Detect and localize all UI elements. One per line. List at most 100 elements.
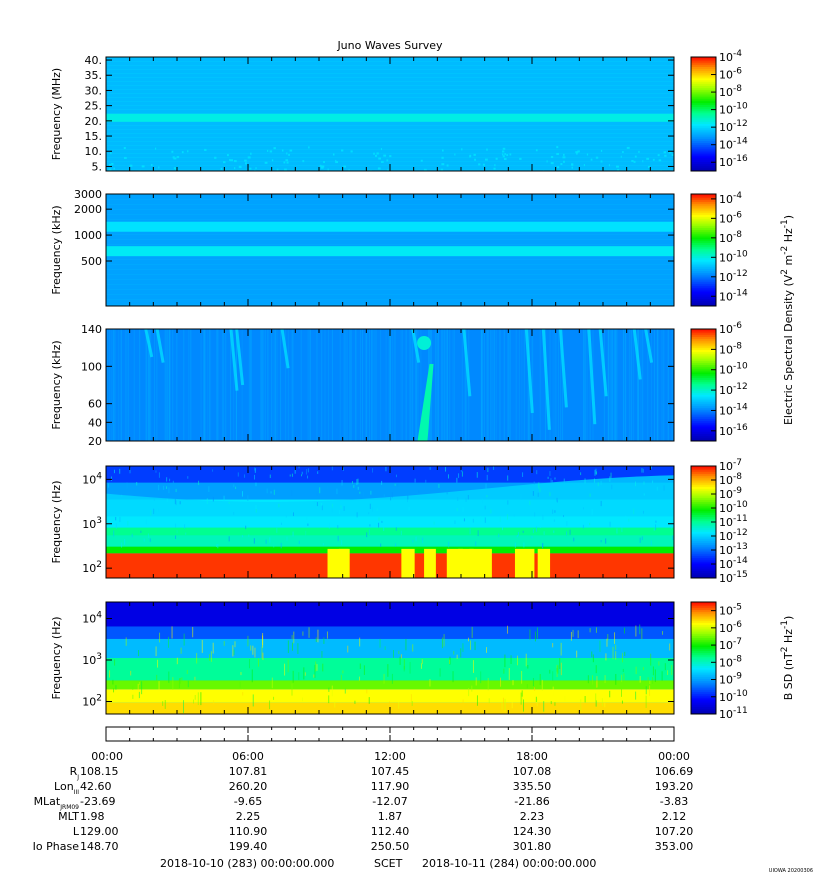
colorbar-tick-label: 10-12 [719, 382, 748, 397]
ephemeris-value: -21.86 [514, 795, 549, 808]
ephemeris-value: -12.07 [372, 795, 407, 808]
colorbar-tick-label: 10-10 [719, 249, 748, 264]
spectrogram-mhz [106, 57, 674, 171]
magnetic-colorbar-label: B SD (nT2 Hz-1) [780, 616, 795, 701]
footer-end-time: 2018-10-11 (284) 00:00:00.000 [422, 857, 596, 870]
colorbar-tick-label: 10-8 [719, 654, 742, 669]
y-axis-label: Frequency (Hz) [50, 481, 63, 564]
ytick-label: 104 [82, 611, 102, 626]
colorbar-tick-label: 10-10 [719, 102, 748, 117]
time-tick-label: 00:00 [658, 750, 690, 763]
colorbar-tick-label: 10-12 [719, 528, 748, 543]
colorbar-tick-label: 10-9 [719, 672, 742, 687]
colorbar-tick-label: 10-7 [719, 637, 742, 652]
time-tick-label: 12:00 [374, 750, 406, 763]
ephemeris-value: 193.20 [655, 780, 694, 793]
ephemeris-value: 148.70 [80, 840, 119, 853]
ephemeris-value: 106.69 [655, 765, 694, 778]
ephemeris-value: 335.50 [513, 780, 552, 793]
ytick-label: 102 [82, 560, 102, 575]
y-axis-label: Frequency (kHz) [50, 205, 63, 294]
ytick-label: 500 [81, 255, 102, 268]
time-tick-label: 00:00 [91, 750, 123, 763]
ephemeris-value: 107.45 [371, 765, 410, 778]
ephemeris-value: 129.00 [80, 825, 119, 838]
ytick-label: 102 [82, 694, 102, 709]
ytick-label: 25. [85, 100, 103, 113]
panel-hz_b: 104 103 102 Frequency (Hz) 10-5 10-6 10-7 10-8 1… [50, 601, 748, 721]
colorbar-frame [690, 193, 717, 307]
ytick-label: 2000 [74, 203, 102, 216]
ephemeris-row-label: RJ [70, 765, 80, 781]
ephemeris-value: 353.00 [655, 840, 694, 853]
y-axis-label: Frequency (MHz) [50, 68, 63, 160]
ytick-label: 10. [85, 145, 103, 158]
ephemeris-value: 112.40 [371, 825, 410, 838]
ytick-label: 5. [92, 160, 103, 173]
ytick-label: 20 [88, 435, 102, 448]
y-axis-label: Frequency (kHz) [50, 340, 63, 429]
ytick-label: 3000 [74, 188, 102, 201]
colorbar-tick-label: 10-14 [719, 556, 748, 571]
ytick-label: 30. [85, 84, 103, 97]
ytick-label: 140 [81, 323, 102, 336]
colorbar-tick-label: 10-14 [719, 137, 748, 152]
colorbar-tick-label: 10-11 [719, 706, 748, 721]
ephemeris-value: 42.60 [80, 780, 112, 793]
spectrogram-khz_high [106, 194, 674, 306]
ephemeris-value: 199.40 [229, 840, 268, 853]
ephemeris-value: 1.87 [378, 810, 403, 823]
ephemeris-value: -3.83 [660, 795, 688, 808]
ytick-label: 40 [88, 416, 102, 429]
ytick-label: 40. [85, 54, 103, 67]
colorbar-tick-label: 10-10 [719, 689, 748, 704]
ephemeris-row-label: Io Phase [33, 840, 80, 853]
panel-khz_high: 3000 2000 1000 500 Frequency (kHz) 10-4 10-6 10… [50, 188, 748, 307]
colorbar-frame [690, 56, 717, 172]
colorbar-tick-label: 10-6 [719, 210, 742, 225]
colorbar-tick-label: 10-15 [719, 570, 748, 585]
colorbar-tick-label: 10-6 [719, 321, 742, 336]
colorbar-tick-label: 10-10 [719, 362, 748, 377]
colorbar-tick-label: 10-8 [719, 341, 742, 356]
spectrogram-khz_low [106, 329, 674, 441]
spectrogram-panels: 5. 10. 15. 20. 25. 30. 35. 40. Frequency (MHz) 10… [50, 49, 795, 721]
colorbar-tick-label: 10-16 [719, 423, 748, 438]
ephemeris-value: 1.98 [80, 810, 105, 823]
colorbar-frame [690, 328, 717, 442]
uiowa-mark: UIOWA 20200306 [769, 868, 813, 874]
colorbar-tick-label: 10-8 [719, 84, 742, 99]
footer-scet-label: SCET [374, 857, 403, 870]
ephemeris-value: 260.20 [229, 780, 268, 793]
ytick-label: 100 [81, 360, 102, 373]
colorbar-tick-label: 10-8 [719, 230, 742, 245]
ephemeris-value: 301.80 [513, 840, 552, 853]
colorbar-frame [690, 601, 717, 715]
ephemeris-table: 00:00 06:00 12:00 18:00 00:00 RJ 108.15 107.81 1… [33, 750, 694, 853]
panel-khz_low: 140 100 60 40 20 Frequency (kHz) 10-6 10-8 10-10… [50, 321, 748, 448]
ytick-label: 1000 [74, 229, 102, 242]
colorbar-tick-label: 10-11 [719, 514, 748, 529]
time-tick-label: 18:00 [516, 750, 548, 763]
electric-colorbar-label: Electric Spectral Density (V2 m-2 Hz-1) [780, 215, 795, 425]
ephemeris-value: 110.90 [229, 825, 268, 838]
chart-title: Juno Waves Survey [336, 39, 443, 52]
colorbar-tick-label: 10-13 [719, 542, 748, 557]
ephemeris-value: -9.65 [234, 795, 262, 808]
ytick-label: 15. [85, 130, 103, 143]
colorbar-tick-label: 10-16 [719, 154, 748, 169]
ephemeris-value: 108.15 [80, 765, 119, 778]
colorbar-tick-label: 10-12 [719, 269, 748, 284]
colorbar-tick-label: 10-4 [719, 191, 742, 206]
ephemeris-value: 2.12 [662, 810, 687, 823]
colorbar-tick-label: 10-9 [719, 486, 742, 501]
ytick-label: 104 [82, 471, 102, 486]
time-axis-strip [105, 726, 675, 742]
colorbar-tick-label: 10-14 [719, 402, 748, 417]
colorbar-tick-label: 10-8 [719, 472, 742, 487]
ephemeris-value: 2.23 [520, 810, 545, 823]
ephemeris-value: 107.08 [513, 765, 552, 778]
spectrogram-hz_e [106, 466, 674, 578]
ephemeris-value: 117.90 [371, 780, 410, 793]
